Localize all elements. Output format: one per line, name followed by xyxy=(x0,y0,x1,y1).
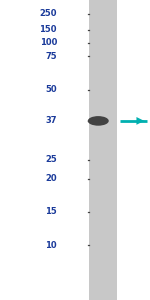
Text: 15: 15 xyxy=(45,207,57,216)
Text: 150: 150 xyxy=(39,26,57,34)
Bar xyxy=(89,0,117,300)
Ellipse shape xyxy=(88,116,109,126)
Text: 75: 75 xyxy=(45,52,57,61)
Text: 250: 250 xyxy=(39,9,57,18)
Text: 10: 10 xyxy=(45,241,57,250)
Text: 25: 25 xyxy=(45,155,57,164)
Text: 20: 20 xyxy=(45,174,57,183)
Text: 100: 100 xyxy=(40,38,57,47)
Text: 37: 37 xyxy=(45,116,57,125)
Text: 50: 50 xyxy=(45,85,57,94)
